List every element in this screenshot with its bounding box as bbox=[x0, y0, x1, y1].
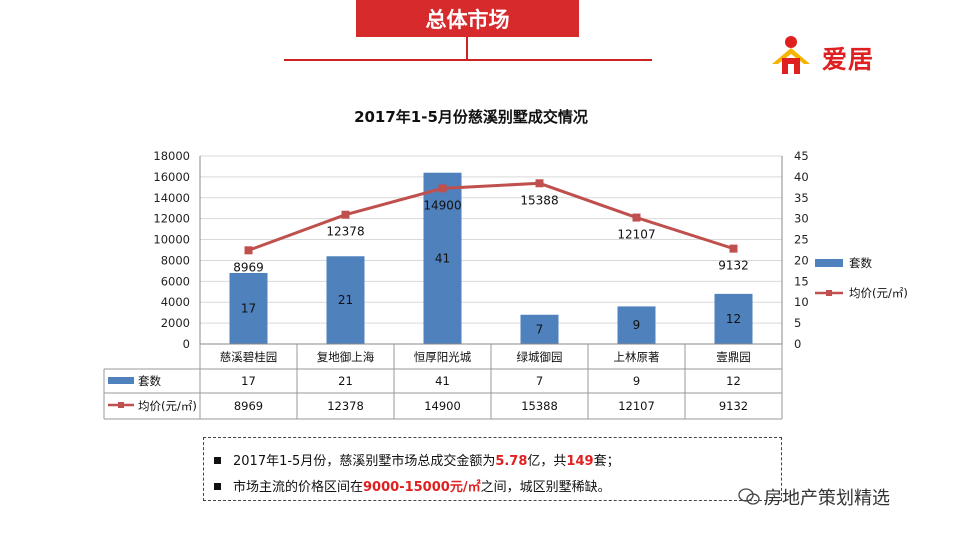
y-right-tick-label: 40 bbox=[794, 170, 809, 184]
wechat-icon bbox=[738, 488, 760, 505]
x-category-label: 上林原著 bbox=[614, 350, 660, 364]
y-right-tick-label: 30 bbox=[794, 212, 809, 226]
price-marker bbox=[244, 246, 253, 255]
summary-box: 2017年1-5月份，慈溪别墅市场总成交金额为5.78亿，共149套； 市场主流… bbox=[203, 437, 782, 501]
bullet-icon bbox=[214, 457, 221, 464]
x-category-label: 绿城御园 bbox=[517, 350, 563, 364]
price-marker bbox=[341, 210, 350, 219]
table-key-marker bbox=[118, 402, 124, 408]
table-key-bar bbox=[108, 377, 134, 384]
table-cell: 7 bbox=[536, 374, 543, 388]
y-right-tick-label: 45 bbox=[794, 149, 809, 163]
table-cell: 12 bbox=[726, 374, 741, 388]
legend-key-marker bbox=[826, 290, 832, 296]
price-line bbox=[247, 181, 734, 252]
chart-title: 2017年1-5月份慈溪别墅成交情况 bbox=[354, 108, 588, 126]
table-cell: 17 bbox=[241, 374, 256, 388]
price-marker bbox=[535, 179, 544, 188]
y-left-tick-label: 2000 bbox=[161, 316, 190, 330]
table-cell: 9132 bbox=[719, 399, 748, 413]
watermark: 房地产策划精选 bbox=[738, 484, 890, 510]
table-cell: 15388 bbox=[521, 399, 558, 413]
legend-label: 套数 bbox=[849, 256, 872, 270]
price-data-label: 12107 bbox=[617, 228, 655, 242]
y-right-tick-label: 5 bbox=[794, 316, 801, 330]
y-left-tick-label: 8000 bbox=[161, 253, 190, 267]
price-marker bbox=[438, 184, 447, 193]
y-left-tick-label: 0 bbox=[183, 337, 190, 351]
y-left-tick-label: 12000 bbox=[153, 212, 190, 226]
price-data-label: 8969 bbox=[233, 260, 264, 274]
y-left-tick-label: 10000 bbox=[153, 233, 190, 247]
bar bbox=[423, 172, 462, 344]
bar-data-label: 21 bbox=[338, 293, 353, 307]
price-data-label: 12378 bbox=[326, 225, 364, 239]
price-data-label: 14900 bbox=[423, 198, 461, 212]
bar bbox=[714, 293, 753, 344]
bar-data-label: 9 bbox=[633, 318, 641, 332]
table-cell: 8969 bbox=[234, 399, 263, 413]
table-cell: 14900 bbox=[424, 399, 461, 413]
bullet-icon bbox=[214, 483, 221, 490]
table-row-header: 均价(元/㎡) bbox=[138, 399, 197, 413]
table-cell: 41 bbox=[435, 374, 450, 388]
banner-rule bbox=[284, 59, 652, 61]
y-left-tick-label: 14000 bbox=[153, 191, 190, 205]
y-left-tick-label: 16000 bbox=[153, 170, 190, 184]
price-marker bbox=[632, 213, 641, 222]
watermark-text: 房地产策划精选 bbox=[764, 488, 890, 509]
table-cell: 9 bbox=[633, 374, 640, 388]
price-data-label: 15388 bbox=[520, 193, 558, 207]
bar bbox=[326, 256, 365, 344]
price-marker bbox=[729, 244, 738, 253]
legend-label: 均价(元/㎡) bbox=[849, 286, 908, 300]
y-right-tick-label: 10 bbox=[794, 295, 809, 309]
x-category-label: 恒厚阳光城 bbox=[414, 350, 472, 364]
y-right-tick-label: 25 bbox=[794, 233, 809, 247]
summary-line-1: 2017年1-5月份，慈溪别墅市场总成交金额为5.78亿，共149套； bbox=[214, 450, 620, 469]
y-right-tick-label: 15 bbox=[794, 274, 809, 288]
brand-logo-icon bbox=[772, 36, 810, 74]
y-left-tick-label: 18000 bbox=[153, 149, 190, 163]
x-category-label: 复地御上海 bbox=[317, 350, 375, 364]
table-cell: 21 bbox=[338, 374, 353, 388]
section-title: 总体市场 bbox=[425, 7, 510, 32]
x-category-label: 壹鼎园 bbox=[716, 350, 751, 364]
bar-data-label: 41 bbox=[435, 251, 450, 265]
y-right-tick-label: 35 bbox=[794, 191, 809, 205]
brand-logo-text: 爱居 bbox=[822, 45, 875, 74]
bar bbox=[229, 272, 268, 344]
bar bbox=[520, 314, 559, 344]
y-right-tick-label: 20 bbox=[794, 253, 809, 267]
price-data-label: 9132 bbox=[718, 259, 749, 273]
bar-data-label: 12 bbox=[726, 312, 741, 326]
table-row-header: 套数 bbox=[138, 374, 161, 388]
section-title-banner: 总体市场 bbox=[356, 0, 579, 37]
bar-data-label: 7 bbox=[536, 322, 544, 336]
legend-key-bar bbox=[815, 259, 843, 267]
table-cell: 12378 bbox=[327, 399, 364, 413]
y-left-tick-label: 4000 bbox=[161, 295, 190, 309]
y-right-tick-label: 0 bbox=[794, 337, 801, 351]
bar bbox=[617, 306, 656, 344]
bar-data-label: 17 bbox=[241, 301, 256, 315]
x-category-label: 慈溪碧桂园 bbox=[220, 350, 278, 364]
summary-line-2: 市场主流的价格区间在9000-15000元/㎡之间，城区别墅稀缺。 bbox=[214, 476, 611, 495]
y-left-tick-label: 6000 bbox=[161, 274, 190, 288]
table-cell: 12107 bbox=[618, 399, 655, 413]
banner-stem bbox=[466, 37, 468, 59]
